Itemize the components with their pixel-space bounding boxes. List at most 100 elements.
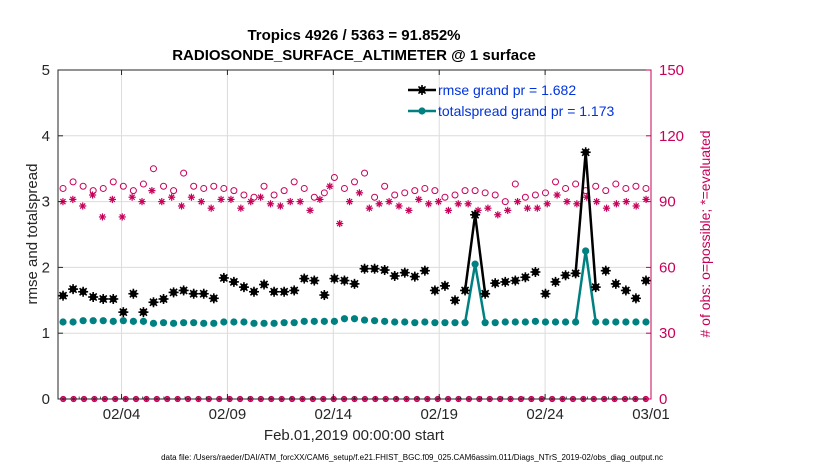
totalspread-point	[220, 318, 228, 326]
totalspread-point	[59, 318, 67, 326]
y-tick-label: 5	[42, 62, 50, 79]
obs-evaluated-point	[326, 182, 334, 190]
totalspread-point	[89, 317, 97, 325]
rmse-point	[138, 307, 149, 318]
obs-possible-point	[351, 178, 358, 186]
totalspread-point	[582, 247, 590, 255]
rmse-point	[259, 279, 270, 290]
obs-possible-point	[69, 178, 77, 186]
rmse-point	[118, 307, 129, 318]
rmse-point	[218, 272, 229, 283]
obs-possible-point	[340, 184, 348, 192]
obs-possible-point	[260, 182, 268, 190]
y-tick-label: 3	[42, 194, 50, 211]
rmse-point	[480, 288, 491, 299]
obs-evaluated-point	[257, 193, 265, 201]
rmse-point	[600, 265, 611, 276]
obs-evaluated-point	[523, 204, 532, 212]
totalspread-point	[149, 319, 158, 327]
obs-evaluated-point	[573, 200, 581, 208]
obs-possible-point	[210, 182, 218, 190]
obs-evaluated-point	[622, 198, 630, 206]
obs-possible-point	[200, 184, 208, 192]
obs-possible-point	[602, 187, 610, 195]
rmse-point	[58, 290, 69, 301]
x-tick-label: 02/04	[103, 406, 141, 423]
rmse-point	[500, 276, 511, 287]
totalspread-point	[200, 319, 208, 327]
obs-evaluated-point	[415, 195, 423, 204]
totalspread-point	[69, 318, 77, 326]
obs-possible-point	[592, 182, 600, 190]
obs-possible-point	[139, 180, 147, 188]
obs-possible-point	[79, 182, 87, 190]
rmse-point	[439, 280, 450, 291]
obs-possible-point	[170, 187, 178, 195]
obs-evaluated-point	[395, 202, 403, 210]
rmse-point	[490, 278, 501, 289]
rmse-point	[148, 297, 159, 308]
rmse-point	[78, 286, 89, 297]
obs-evaluated-point	[227, 195, 235, 204]
obs-evaluated-point	[79, 202, 87, 210]
x-tick-label: 02/14	[315, 406, 353, 423]
obs-possible-point	[491, 191, 499, 199]
totalspread-point	[109, 317, 117, 325]
rmse-point	[510, 275, 521, 286]
rmse-point	[379, 265, 390, 276]
obs-evaluated-point	[296, 198, 304, 206]
y2-tick-label: 30	[659, 325, 676, 342]
x-axis-label: Feb.01,2019 00:00:00 start	[264, 427, 445, 444]
obs-evaluated-point	[168, 193, 176, 201]
totalspread-point	[602, 318, 610, 326]
y2-tick-label: 0	[659, 391, 667, 408]
rmse-point	[530, 267, 541, 278]
obs-possible-point	[320, 189, 328, 197]
rmse-point	[419, 265, 430, 276]
y-axis-right: 0 30 60 90 120 150	[646, 62, 684, 408]
rmse-point	[620, 285, 631, 296]
totalspread-series	[59, 247, 650, 327]
rmse-line-segment	[473, 214, 487, 294]
obs-possible-point	[632, 182, 640, 190]
rmse-point	[98, 293, 109, 304]
obs-evaluated-point	[207, 204, 215, 212]
totalspread-point	[481, 319, 489, 327]
rmse-point	[369, 263, 380, 274]
rmse-point	[610, 278, 621, 289]
obs-possible-point	[622, 184, 630, 192]
obs-evaluated-point	[197, 198, 205, 206]
obs-evaluated-point	[177, 202, 186, 210]
legend-rmse-dot	[417, 85, 427, 95]
obs-evaluated-point	[602, 204, 611, 212]
y-axis-left: 0 1 2 3 4 5	[42, 62, 63, 408]
footnote: data file: /Users/raeder/DAI/ATM_forcXX/…	[161, 453, 663, 462]
y2-tick-label: 60	[659, 259, 676, 276]
obs-evaluated-point	[336, 219, 344, 228]
totalspread-point	[300, 317, 308, 325]
rmse-point	[319, 290, 330, 301]
obs-possible-point	[431, 187, 439, 195]
totalspread-point	[622, 318, 630, 326]
rmse-point	[128, 288, 139, 299]
totalspread-point	[411, 319, 419, 327]
obs-evaluated-point	[148, 187, 156, 195]
chart-title: Tropics 4926 / 5363 = 91.852%	[247, 27, 460, 44]
totalspread-point	[391, 318, 399, 326]
y-tick-label: 2	[42, 259, 50, 276]
obs-possible-point	[521, 193, 529, 201]
totalspread-point	[531, 317, 540, 325]
rmse-line-segment	[463, 214, 477, 291]
obs-evaluated-point	[494, 211, 502, 219]
rmse-point	[279, 286, 290, 297]
obs-evaluated-point	[405, 206, 413, 214]
totalspread-point	[642, 318, 650, 326]
totalspread-point	[521, 318, 529, 326]
totalspread-point	[260, 319, 268, 327]
totalspread-point	[290, 319, 298, 327]
obs-evaluated-point	[276, 202, 284, 210]
obs-possible-point	[441, 193, 449, 201]
totalspread-point	[632, 318, 640, 326]
totalspread-point	[350, 315, 359, 323]
obs-evaluated-point	[385, 198, 393, 206]
